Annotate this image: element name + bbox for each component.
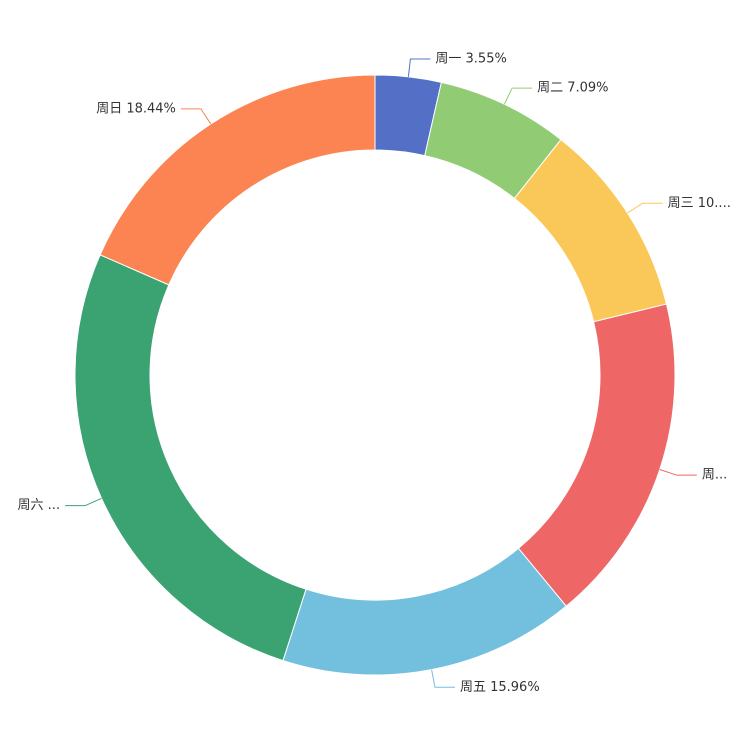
slice-label: 周... <box>702 468 727 483</box>
label-line <box>65 497 102 507</box>
label-line <box>627 202 663 214</box>
donut-slice <box>74 254 307 662</box>
donut-slice <box>282 547 567 676</box>
label-line <box>431 669 455 688</box>
donut-slice <box>517 303 676 607</box>
label-line <box>503 87 533 105</box>
slice-label: 周日 18.44% <box>96 101 176 116</box>
label-line <box>180 108 212 125</box>
slice-label: 周一 3.55% <box>435 51 506 66</box>
label-line <box>407 58 431 77</box>
donut-slice <box>99 74 376 286</box>
slice-label: 周六 ... <box>18 498 61 513</box>
slice-label: 周三 10.... <box>668 196 731 211</box>
label-line <box>659 469 697 476</box>
slice-label: 周二 7.09% <box>537 81 608 96</box>
slice-label: 周五 15.96% <box>460 680 540 695</box>
